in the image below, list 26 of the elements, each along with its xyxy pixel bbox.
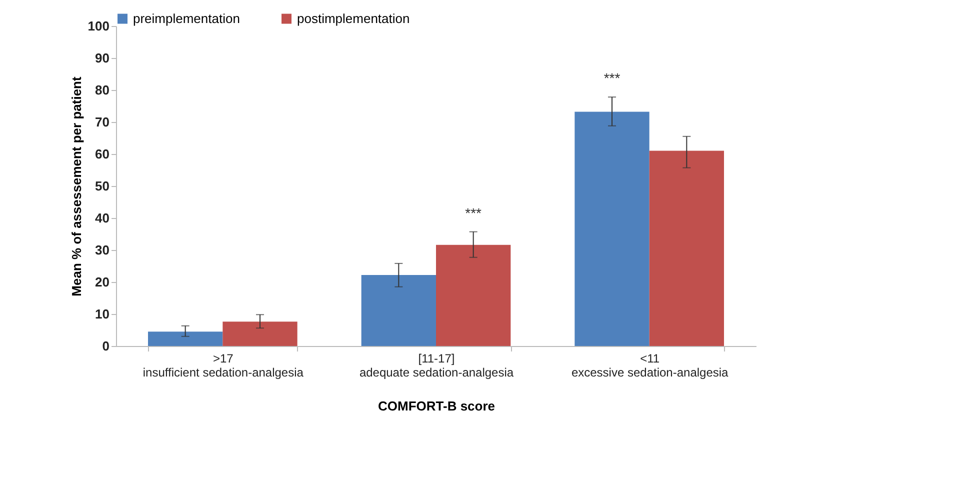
- y-tick-label: 80: [95, 82, 110, 98]
- x-tick-label: <11 excessive sedation-analgesia: [571, 352, 729, 380]
- y-tick-label: 60: [95, 146, 110, 162]
- bar: [222, 322, 298, 346]
- data-label: ***: [604, 70, 621, 86]
- y-tick-label: 90: [95, 50, 110, 66]
- y-axis-title: Mean % of assessement per patient: [68, 76, 84, 296]
- y-tick-label: 20: [95, 274, 110, 290]
- bar: [574, 112, 650, 346]
- bar: [649, 150, 724, 346]
- y-tick-label: 10: [95, 306, 110, 322]
- legend-label: postimplementation: [297, 10, 410, 26]
- x-tick-label: [11-17] adequate sedation-analgesia: [359, 352, 514, 380]
- y-tick-label: 70: [95, 114, 110, 130]
- y-tick-label: 100: [88, 18, 110, 34]
- y-tick-label: 50: [95, 178, 110, 194]
- bar: [361, 274, 436, 346]
- bar: [436, 244, 511, 346]
- x-tick-label: >17 insufficient sedation-analgesia: [142, 352, 304, 380]
- y-tick-label: 40: [95, 210, 110, 226]
- y-tick-label: 30: [95, 242, 110, 258]
- data-label: ***: [465, 204, 482, 221]
- y-tick-label: 0: [102, 338, 110, 354]
- legend-label: preimplementation: [133, 10, 240, 26]
- x-axis-title: COMFORT-B score: [378, 398, 496, 414]
- bar: [148, 332, 223, 346]
